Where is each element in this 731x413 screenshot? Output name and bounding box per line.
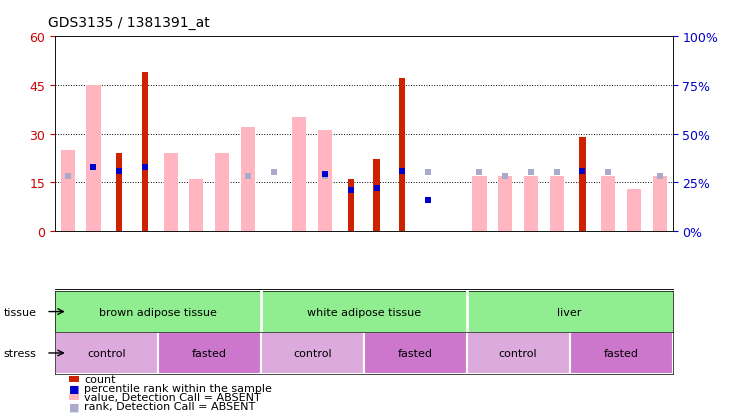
Bar — [399, 79, 406, 231]
Bar — [498, 176, 512, 231]
Bar — [550, 176, 564, 231]
Bar — [158, 332, 261, 374]
Text: fasted: fasted — [192, 348, 227, 358]
Bar — [347, 180, 354, 231]
Text: control: control — [87, 348, 126, 358]
Text: liver: liver — [557, 307, 582, 317]
Text: brown adipose tissue: brown adipose tissue — [99, 307, 216, 317]
Bar — [86, 86, 100, 231]
Bar — [292, 118, 306, 231]
Bar — [472, 176, 487, 231]
Bar — [653, 176, 667, 231]
Bar — [524, 176, 538, 231]
Text: count: count — [84, 374, 115, 384]
Text: rank, Detection Call = ABSENT: rank, Detection Call = ABSENT — [84, 401, 255, 411]
Bar — [142, 73, 148, 231]
Bar — [261, 332, 363, 374]
Text: tissue: tissue — [4, 307, 37, 317]
Bar — [164, 154, 178, 231]
Bar — [55, 332, 158, 374]
Bar — [318, 131, 332, 231]
Bar — [579, 138, 586, 231]
Bar — [466, 332, 569, 374]
Text: fasted: fasted — [604, 348, 639, 358]
Bar — [601, 176, 616, 231]
Bar — [240, 128, 255, 231]
Bar — [363, 332, 466, 374]
Text: ■: ■ — [69, 401, 80, 411]
Text: ■: ■ — [69, 383, 80, 393]
Text: percentile rank within the sample: percentile rank within the sample — [84, 383, 272, 393]
Bar — [189, 180, 203, 231]
Bar — [569, 332, 673, 374]
Text: fasted: fasted — [398, 348, 433, 358]
Bar — [215, 154, 230, 231]
Bar — [627, 189, 641, 231]
Bar — [116, 154, 122, 231]
Text: control: control — [293, 348, 332, 358]
Text: stress: stress — [4, 348, 37, 358]
Text: white adipose tissue: white adipose tissue — [306, 307, 421, 317]
Bar — [61, 150, 75, 231]
Bar — [374, 160, 380, 231]
Text: GDS3135 / 1381391_at: GDS3135 / 1381391_at — [48, 16, 209, 30]
Text: control: control — [499, 348, 537, 358]
Text: value, Detection Call = ABSENT: value, Detection Call = ABSENT — [84, 392, 261, 402]
